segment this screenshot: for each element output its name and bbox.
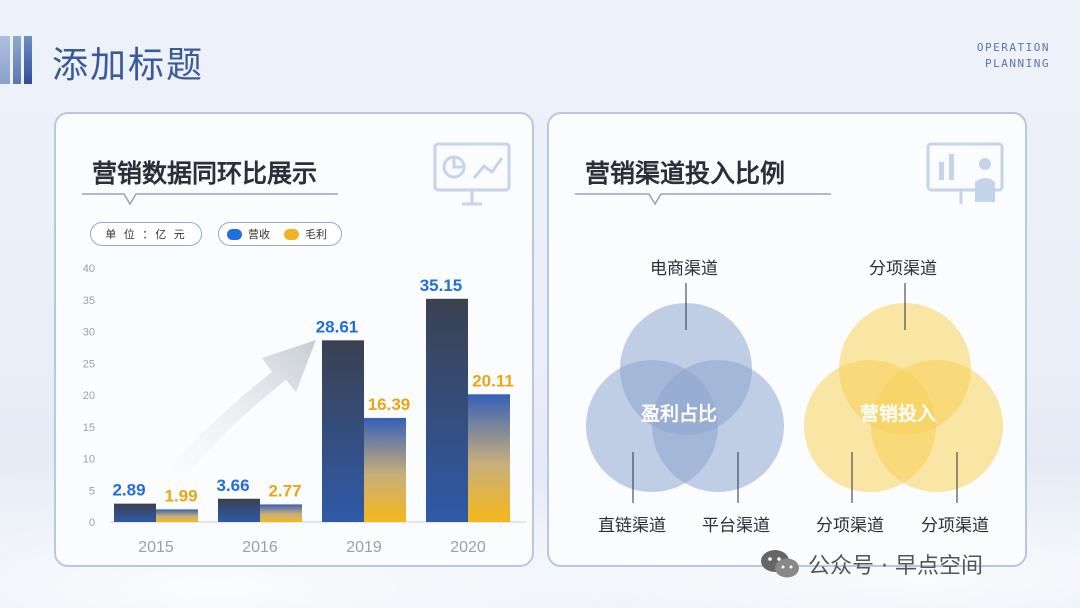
venn-marketing-input <box>804 283 1003 503</box>
corner-caption: OPERATION PLANNING <box>977 40 1050 72</box>
venn1-bottom-right-label: 平台渠道 <box>702 516 770 536</box>
x-tick-label: 2016 <box>242 539 278 556</box>
y-tick-label: 15 <box>83 422 95 434</box>
data-label-profit: 16.39 <box>368 395 411 414</box>
watermark: 公众号 · 早点空间 <box>760 548 983 580</box>
y-tick-label: 30 <box>83 327 95 339</box>
data-label-revenue: 28.61 <box>316 317 359 336</box>
y-tick-label: 40 <box>83 263 95 275</box>
data-label-profit: 1.99 <box>164 486 197 505</box>
title-underline <box>575 193 831 206</box>
watermark-text: 公众号 · 早点空间 <box>808 554 983 579</box>
venn2-bottom-right-label: 分项渠道 <box>921 516 989 536</box>
y-tick-label: 25 <box>83 358 95 370</box>
x-tick-label: 2019 <box>346 539 382 556</box>
data-label-revenue: 2.89 <box>112 481 145 500</box>
bar-revenue <box>218 498 260 522</box>
wechat-icon <box>761 550 799 578</box>
venn1-center-label: 盈利占比 <box>641 403 718 425</box>
page-title: 添加标题 <box>52 45 205 86</box>
legend-label-profit: 毛利 <box>305 228 327 241</box>
venn2-top-label: 分项渠道 <box>869 259 937 279</box>
y-tick-label: 10 <box>83 454 95 466</box>
x-tick-label: 2020 <box>450 539 486 556</box>
y-tick-label: 35 <box>83 295 95 307</box>
unit-label: 单 位 ：亿 元 <box>90 222 202 246</box>
legend-swatch-profit <box>284 228 299 240</box>
venn1-bottom-left-label: 直链渠道 <box>598 516 666 536</box>
bar-profit <box>260 504 302 522</box>
title-underline <box>82 193 338 206</box>
data-label-profit: 2.77 <box>268 481 301 500</box>
bar-profit <box>468 394 510 522</box>
venn1-top-label: 电商渠道 <box>650 259 718 279</box>
legend-label-revenue: 营收 <box>248 228 270 241</box>
venn2-bottom-left-label: 分项渠道 <box>816 516 884 536</box>
bar-revenue <box>426 298 468 522</box>
presentation-chart-icon <box>433 142 511 206</box>
data-label-revenue: 3.66 <box>216 476 249 495</box>
venn2-center-label: 营销投入 <box>860 403 937 425</box>
bar-revenue <box>322 340 364 522</box>
chart-legend: 营收 毛利 <box>218 222 342 246</box>
presenter-board-icon <box>926 142 1004 204</box>
x-tick-label: 2015 <box>138 539 174 556</box>
card-title-channel: 营销渠道投入比例 <box>585 159 786 188</box>
bar-profit <box>156 509 198 522</box>
y-tick-label: 5 <box>89 485 95 497</box>
data-label-revenue: 35.15 <box>420 276 463 295</box>
title-decoration <box>0 36 34 84</box>
corner-caption-line2: PLANNING <box>985 57 1050 70</box>
bar-revenue <box>114 503 156 522</box>
bar-profit <box>364 417 406 522</box>
data-label-profit: 20.11 <box>472 371 514 390</box>
growth-arrow <box>150 340 316 496</box>
corner-caption-line1: OPERATION <box>976 41 1050 54</box>
card-title-sales: 营销数据同环比展示 <box>92 159 318 188</box>
legend-swatch-revenue <box>227 228 242 240</box>
y-tick-label: 0 <box>89 517 95 529</box>
y-tick-label: 20 <box>83 390 95 402</box>
venn-profit-share <box>586 283 784 503</box>
